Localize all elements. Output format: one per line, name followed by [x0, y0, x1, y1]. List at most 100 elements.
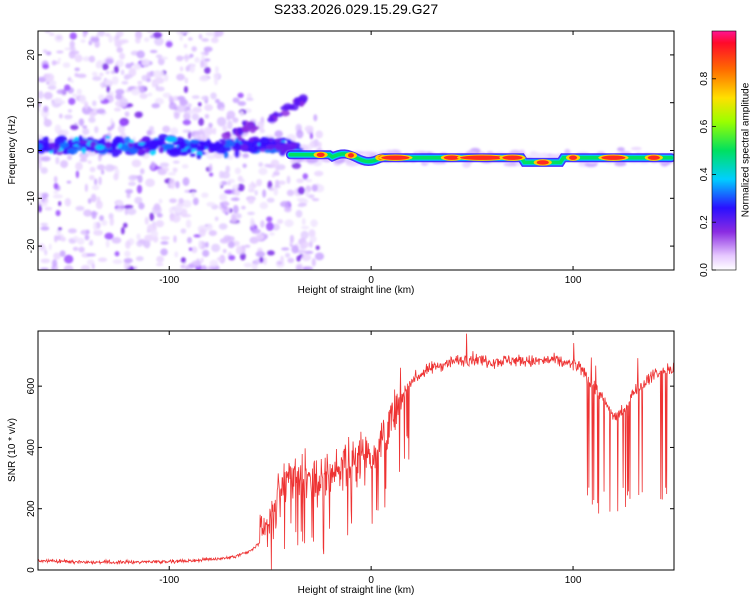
spectrogram-noise-blob [179, 35, 183, 42]
spectrogram-noise-blob [79, 158, 88, 163]
spectrogram-noise-blob [243, 262, 253, 268]
spectrogram-noise-blob [181, 164, 189, 169]
spectrogram-noise-blob [246, 97, 254, 101]
spectrogram-noise-blob [202, 249, 210, 257]
spectrogram-noise-blob [115, 88, 125, 95]
spectrogram-noise-blob [101, 220, 108, 226]
spectrogram-band-blob [264, 149, 271, 153]
spectrogram-noise-blob [291, 162, 302, 169]
spectrogram-band-blob [115, 136, 125, 144]
spectrogram-noise-blob [56, 35, 62, 40]
spectrogram-noise-blob [175, 180, 180, 189]
spectrogram-noise-blob [155, 263, 164, 267]
spectrogram-band-blob [81, 147, 86, 155]
spectrogram-noise-blob [86, 253, 96, 257]
spectrogram-band-blob [275, 145, 282, 151]
spectrogram-band-blob [48, 142, 56, 149]
spectrogram-noise-blob [139, 85, 146, 93]
spectrogram-noise-blob [313, 114, 318, 122]
spectrogram-noise-blob [85, 229, 90, 235]
spectrogram-noise-blob [117, 124, 126, 134]
spectrogram-noise-blob [212, 127, 217, 135]
spectrogram-xtick-label: -100 [159, 275, 179, 286]
spectrogram-noise-blob [204, 58, 211, 62]
spectrogram-noise-blob [67, 228, 77, 234]
spectrogram-noise-blob [133, 266, 138, 270]
spectrogram-noise-blob [84, 234, 90, 241]
spectrogram-noise-blob [96, 164, 105, 171]
spectrogram-noise-blob [286, 175, 291, 184]
spectrogram-noise-blob [154, 77, 165, 84]
spectrogram-noise-blob [69, 50, 80, 55]
spectrogram-noise-blob [160, 236, 170, 241]
spectrogram-streak-blob [252, 125, 260, 131]
spectrogram-xtick-label: 0 [368, 275, 374, 286]
spectrogram-marks [38, 31, 674, 270]
spectrogram-noise-blob [104, 164, 115, 172]
spectrogram-noise-blob [97, 31, 105, 37]
spectrogram-noise-blob [39, 154, 43, 159]
spectrogram-noise-blob [242, 153, 249, 159]
spectrogram-noise-blob [91, 263, 95, 270]
spectrogram-noise-blob [92, 100, 97, 107]
spectrogram-noise-blob [277, 180, 286, 185]
spectrogram-streak-blob [236, 127, 243, 135]
spectrogram-noise-blob [75, 162, 83, 171]
spectrogram-noise-blob [83, 101, 89, 109]
spectrogram-noise-blob [119, 97, 129, 107]
spectrogram-noise-blob [185, 264, 189, 270]
spectrogram-noise-blob [237, 92, 244, 98]
spectrogram-noise-blob [165, 41, 173, 48]
spectrogram-streak-blob [248, 121, 254, 126]
spectrogram-noise-blob [44, 206, 53, 211]
spectrogram-noise-blob [40, 156, 51, 162]
spectrogram-noise-blob [54, 124, 62, 134]
spectrogram-band-blob [223, 151, 229, 159]
spectrogram-noise-blob [276, 219, 284, 224]
spectrogram-noise-blob [203, 126, 214, 136]
spectrogram-noise-blob [271, 174, 276, 178]
ridge-hotspot [347, 153, 354, 158]
spectrogram-noise-blob [193, 234, 202, 238]
spectrogram-noise-blob [53, 175, 58, 183]
spectrogram-noise-blob [45, 73, 55, 82]
spectrogram-noise-blob [235, 245, 244, 255]
spectrogram-noise-blob [139, 168, 145, 175]
spectrogram-noise-blob [172, 160, 180, 164]
spectrogram-noise-blob [237, 183, 245, 192]
spectrogram-noise-blob [149, 34, 155, 39]
spectrogram-noise-blob [76, 73, 87, 78]
spectrogram-noise-blob [38, 90, 44, 100]
spectrogram-noise-blob [304, 250, 314, 254]
spectrogram-noise-blob [43, 91, 53, 100]
spectrogram-noise-blob [113, 173, 119, 181]
spectrogram-noise-blob [82, 56, 91, 62]
spectrogram-noise-blob [262, 257, 268, 265]
spectrogram-noise-blob [59, 250, 66, 257]
ridge-hotspot [536, 160, 549, 165]
spectrogram-band-blob [123, 136, 131, 143]
spectrogram-noise-blob [297, 186, 306, 195]
spectrogram-noise-blob [209, 266, 213, 270]
spectrogram-noise-blob [136, 233, 141, 240]
snr-ytick-label: 600 [26, 377, 37, 394]
spectrogram-noise-blob [172, 167, 178, 173]
spectrogram-noise-blob [206, 154, 216, 160]
spectrogram-noise-blob [72, 93, 78, 98]
spectrogram-noise-blob [56, 100, 66, 105]
spectrogram-band-blob [149, 145, 157, 151]
spectrogram-noise-blob [254, 190, 258, 196]
spectrogram-band-blob [105, 141, 112, 149]
spectrogram-noise-blob [163, 167, 170, 172]
spectrogram-noise-blob [300, 230, 309, 240]
spectrogram-noise-blob [234, 167, 241, 175]
spectrogram-band-blob [133, 144, 145, 150]
spectrogram-noise-blob [201, 38, 210, 42]
spectrogram-noise-blob [273, 186, 279, 196]
spectrogram-noise-blob [173, 235, 177, 243]
spectrogram-noise-blob [180, 228, 187, 234]
spectrogram-band-blob [165, 136, 177, 143]
spectrogram-noise-blob [43, 105, 49, 113]
spectrogram-noise-blob [64, 197, 72, 207]
spectrogram-noise-blob [214, 76, 218, 86]
